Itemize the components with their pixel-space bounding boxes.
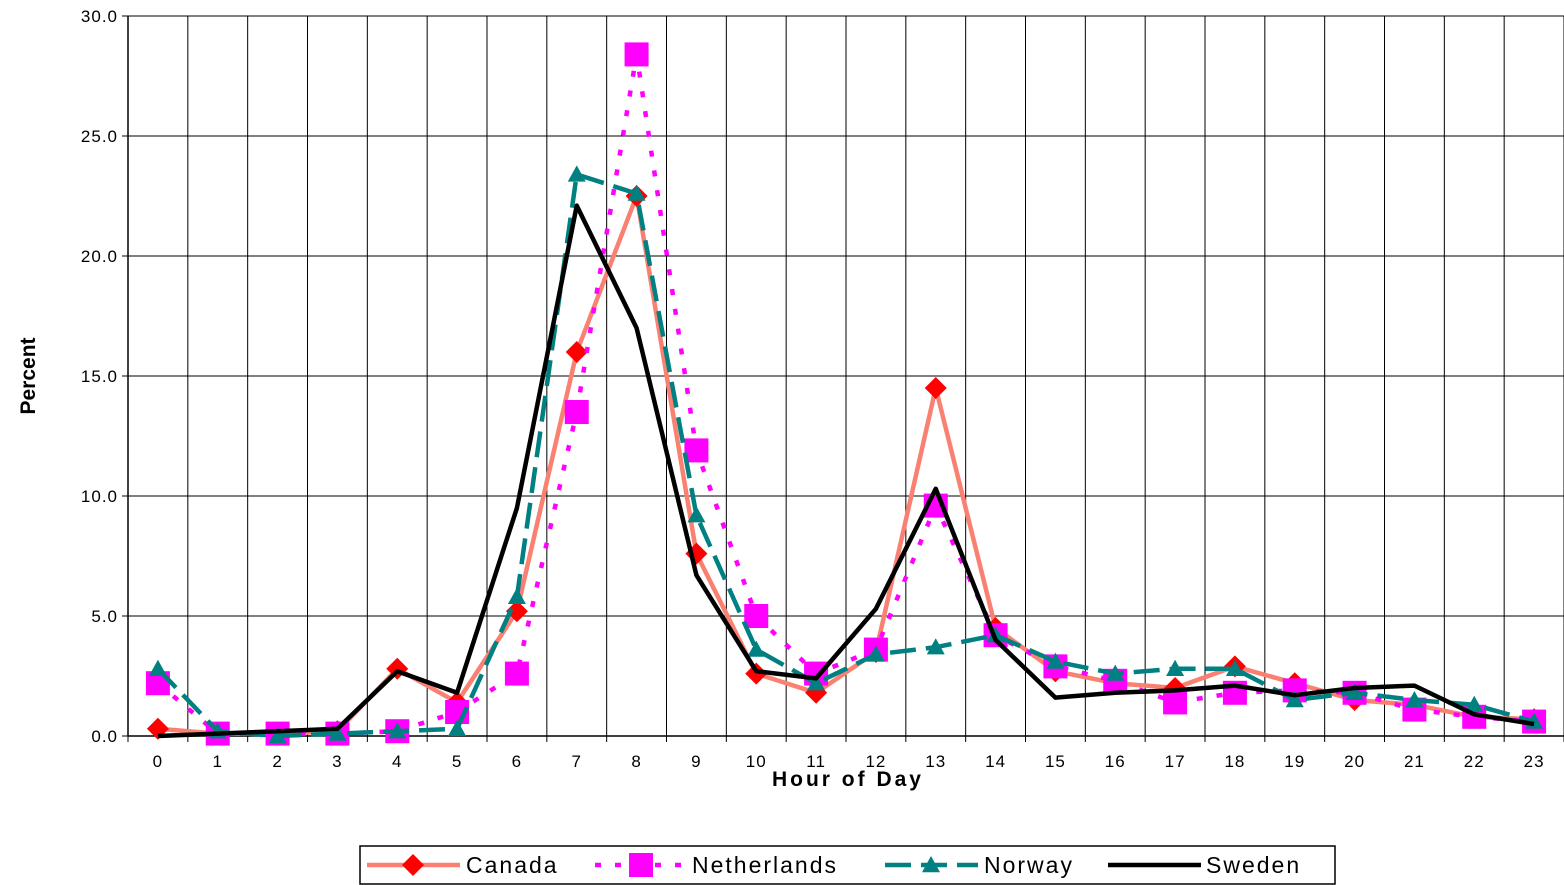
data-point <box>627 184 646 201</box>
data-point <box>807 674 826 691</box>
data-point <box>567 165 586 182</box>
y-tick-label: 25.0 <box>81 127 118 146</box>
legend-label: Norway <box>984 852 1074 878</box>
data-point <box>1163 690 1188 715</box>
data-point <box>926 638 945 655</box>
x-tick-label: 23 <box>1524 752 1545 771</box>
series-lines <box>145 42 1547 746</box>
grid <box>127 15 1564 737</box>
data-point <box>148 659 167 676</box>
data-point <box>505 600 528 623</box>
x-tick-label: 9 <box>691 752 701 771</box>
series-norway <box>148 165 1544 744</box>
legend-item-norway: Norway <box>885 852 1074 878</box>
data-point <box>1106 664 1125 681</box>
data-point <box>328 724 347 741</box>
data-point <box>1465 695 1484 712</box>
x-tick-label: 19 <box>1284 752 1305 771</box>
y-tick-label: 0.0 <box>91 727 118 746</box>
data-point <box>565 341 588 363</box>
legend-marker <box>922 856 940 873</box>
y-tick-label: 20.0 <box>81 247 118 266</box>
x-tick-label: 17 <box>1165 752 1186 771</box>
data-point <box>747 640 766 657</box>
legend-item-sweden: Sweden <box>1108 852 1301 878</box>
data-point <box>504 661 529 686</box>
x-tick-label: 15 <box>1045 752 1066 771</box>
x-tick-label: 22 <box>1464 752 1485 771</box>
y-axis-title: Percent <box>17 337 40 414</box>
data-point <box>268 727 287 744</box>
x-tick-label: 21 <box>1404 752 1425 771</box>
data-point <box>924 377 947 399</box>
x-tick-label: 2 <box>272 752 282 771</box>
legend-item-canada: Canada <box>367 852 559 878</box>
legend-marker <box>402 854 424 876</box>
y-tick-label: 5.0 <box>91 607 118 626</box>
x-tick-label: 16 <box>1105 752 1126 771</box>
data-point <box>1225 659 1244 676</box>
series-sweden <box>157 203 1535 739</box>
data-point <box>744 604 769 628</box>
y-tick-labels: 0.0 5.0 10.0 15.0 20.0 25.0 30.0 <box>81 7 118 746</box>
data-point <box>564 400 589 424</box>
legend-label: Netherlands <box>692 852 838 878</box>
x-tick-label: 10 <box>746 752 767 771</box>
y-tick-label: 15.0 <box>81 367 118 386</box>
series-line <box>157 203 1535 739</box>
x-tick-label: 20 <box>1344 752 1365 771</box>
data-point <box>684 438 709 463</box>
data-point <box>448 719 467 736</box>
x-tick-label: 18 <box>1224 752 1245 771</box>
data-point <box>1046 652 1065 669</box>
data-point <box>1405 691 1424 708</box>
series-line <box>156 172 1535 739</box>
data-point <box>507 587 526 604</box>
legend-item-netherlands: Netherlands <box>595 852 838 878</box>
x-tick-labels: 0 1 2 3 4 5 6 7 8 9 10 11 12 13 14 15 16 17 18 19 20 21 22 23 <box>153 752 1545 771</box>
x-tick-label: 1 <box>213 752 223 771</box>
x-tick-label: 14 <box>985 752 1006 771</box>
x-tick-label: 8 <box>631 752 641 771</box>
y-tick-label: 30.0 <box>81 7 118 26</box>
x-tick-label: 5 <box>452 752 462 771</box>
x-tick-label: 13 <box>925 752 946 771</box>
x-tick-label: 11 <box>806 752 826 771</box>
x-tick-label: 7 <box>572 752 582 771</box>
x-tick-label: 4 <box>392 752 402 771</box>
x-tick-label: 0 <box>153 752 163 771</box>
axes <box>122 15 1564 742</box>
x-tick-label: 3 <box>332 752 342 771</box>
data-point <box>687 506 706 523</box>
data-point <box>1345 683 1364 700</box>
x-tick-label: 6 <box>512 752 522 771</box>
legend-label: Canada <box>466 852 559 878</box>
data-point <box>388 722 407 739</box>
y-tick-label: 10.0 <box>81 487 118 506</box>
x-tick-label: 12 <box>865 752 886 771</box>
data-point <box>1285 691 1304 708</box>
series-netherlands <box>145 42 1547 746</box>
data-point <box>624 42 649 67</box>
legend-marker <box>629 853 653 877</box>
data-point <box>1166 659 1185 676</box>
legend: Canada Netherlands Norway Sweden <box>359 845 1336 885</box>
x-axis-title: Hour of Day <box>772 768 924 791</box>
data-point <box>866 645 885 662</box>
data-point <box>745 662 768 685</box>
legend-label: Sweden <box>1206 852 1301 878</box>
